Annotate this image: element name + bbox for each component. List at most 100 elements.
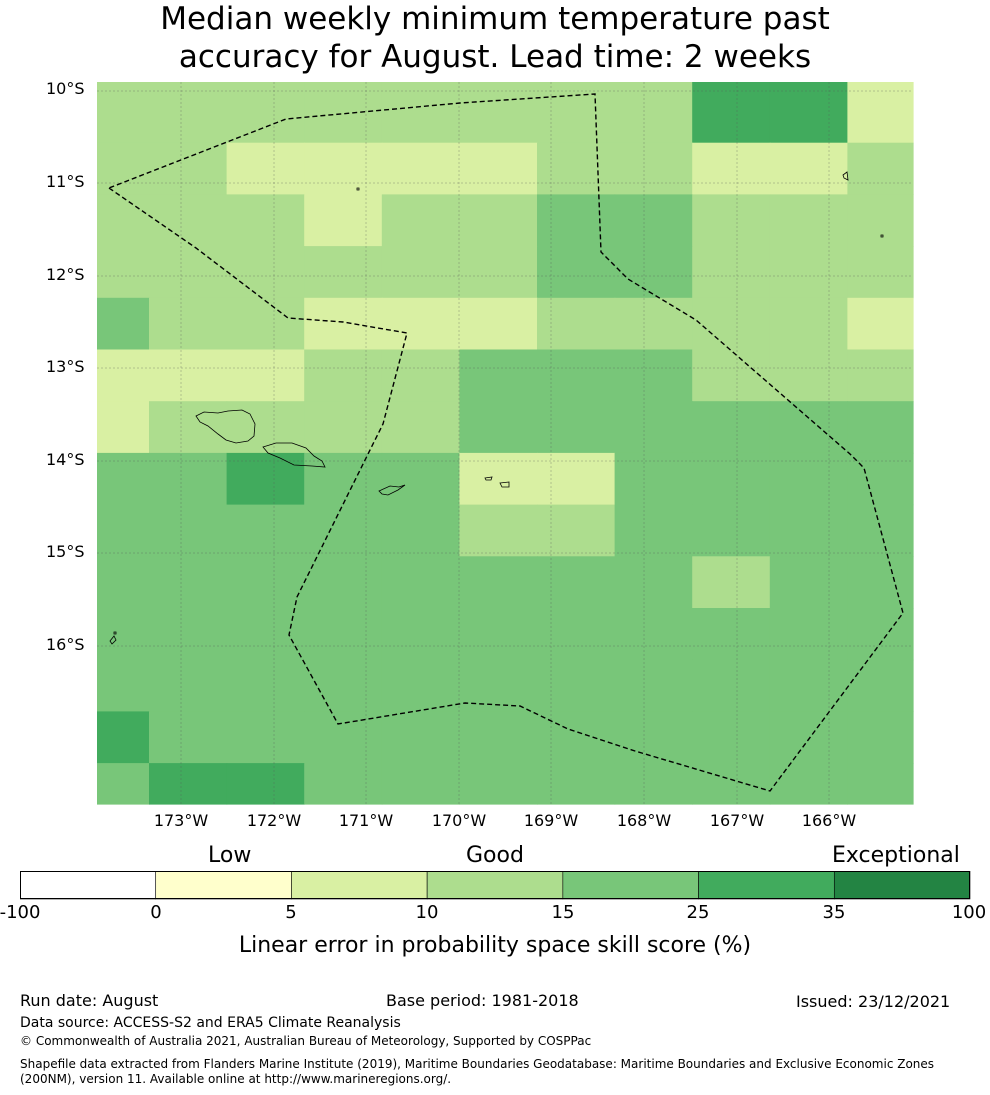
lon-label: 169°W [523,811,579,830]
skill-cell [149,711,228,764]
skill-cell [97,659,150,712]
skill-cell [304,82,383,144]
lon-label: 172°W [246,811,302,830]
islet-1 [356,187,360,191]
skill-cell [692,297,771,351]
skill-cell [459,452,538,506]
skill-cell [459,142,538,195]
islet-4 [109,635,117,645]
lat-label: 16°S [46,635,85,654]
colorbar-tick: 5 [285,902,297,923]
skill-cell [226,711,305,764]
skill-cell [537,401,616,454]
skill-cell [381,297,460,351]
skill-cell [304,763,383,805]
map-title: Median weekly minimum temperature past a… [0,0,990,76]
skill-cell [537,452,616,506]
skill-cell [847,711,914,764]
skill-cell [304,659,383,712]
skill-cell [381,504,460,557]
skill-cell [226,194,305,247]
skill-cell [769,246,848,299]
skill-cell [614,608,693,661]
skill-cell [769,711,848,764]
skill-cell [847,194,914,247]
tutuila-island [378,484,406,496]
lat-label: 12°S [46,265,85,284]
skill-cell [304,349,383,402]
skill-cell [226,349,305,402]
skill-cell [304,504,383,557]
skill-cell [614,763,693,805]
issued-date: Issued: 23/12/2021 [796,992,951,1011]
skill-cell [847,82,914,144]
skill-cell [381,556,460,609]
skill-cell [226,246,305,299]
eez-boundary [107,93,904,792]
skill-cell [769,556,848,609]
skill-cell [459,349,538,402]
skill-cell [614,246,693,299]
skill-cell [692,711,771,764]
skill-cell [226,659,305,712]
skill-cells [97,82,914,805]
colorbar-tick: 0 [150,902,162,923]
skill-cell [614,142,693,195]
islet-5 [113,631,117,635]
skill-cell [692,452,771,506]
lon-label: 171°W [338,811,394,830]
skill-cell [537,763,616,805]
colorbar-segment [155,871,292,900]
colorbar [20,871,971,900]
skill-cell [226,401,305,454]
colorbar-tick: -100 [0,902,41,923]
skill-cell [381,659,460,712]
skill-cell [847,246,914,299]
base-period: Base period: 1981-2018 [386,991,579,1010]
skill-cell [304,142,383,195]
colorbar-segment [833,871,971,900]
skill-cell [381,401,460,454]
skill-cell [692,142,771,195]
skill-cell [304,194,383,247]
shapefile-credit-line-2: (200NM), version 11. Available online at… [20,1072,452,1086]
data-source: Data source: ACCESS-S2 and ERA5 Climate … [20,1015,401,1031]
islet-2 [842,171,849,181]
skill-cell [149,659,228,712]
skill-cell [692,349,771,402]
colorbar-tick: 35 [822,902,846,923]
skill-cell [226,763,305,805]
skill-cell [614,194,693,247]
skill-cell [614,452,693,506]
skill-cell [226,556,305,609]
colorbar-segment [291,871,428,900]
shapefile-credit-line-1: Shapefile data extracted from Flanders M… [20,1057,935,1071]
skill-cell [614,659,693,712]
skill-cell [537,82,616,144]
skill-cell [769,297,848,351]
skill-cell [769,82,848,144]
skill-cell [692,763,771,805]
colorbar-tick: 15 [551,902,575,923]
skill-cell [226,452,305,506]
skill-cell [226,82,305,144]
skill-cell [304,556,383,609]
skill-cell [614,349,693,402]
skill-cell [97,194,150,247]
lon-label: 168°W [616,811,672,830]
skill-cell [769,349,848,402]
skill-cell [692,82,771,144]
lon-label: 166°W [801,811,857,830]
skill-cell [97,608,150,661]
colorbar-segment [698,871,835,900]
lat-label: 13°S [46,357,85,376]
skill-cell [149,452,228,506]
skill-cell [226,142,305,195]
colorbar-tick: 25 [686,902,710,923]
skill-cell [226,297,305,351]
skill-cell [459,763,538,805]
skill-cell [769,763,848,805]
title-line-2: accuracy for August. Lead time: 2 weeks [178,39,812,75]
skill-cell [614,556,693,609]
colorbar-tick: 100 [951,902,987,923]
